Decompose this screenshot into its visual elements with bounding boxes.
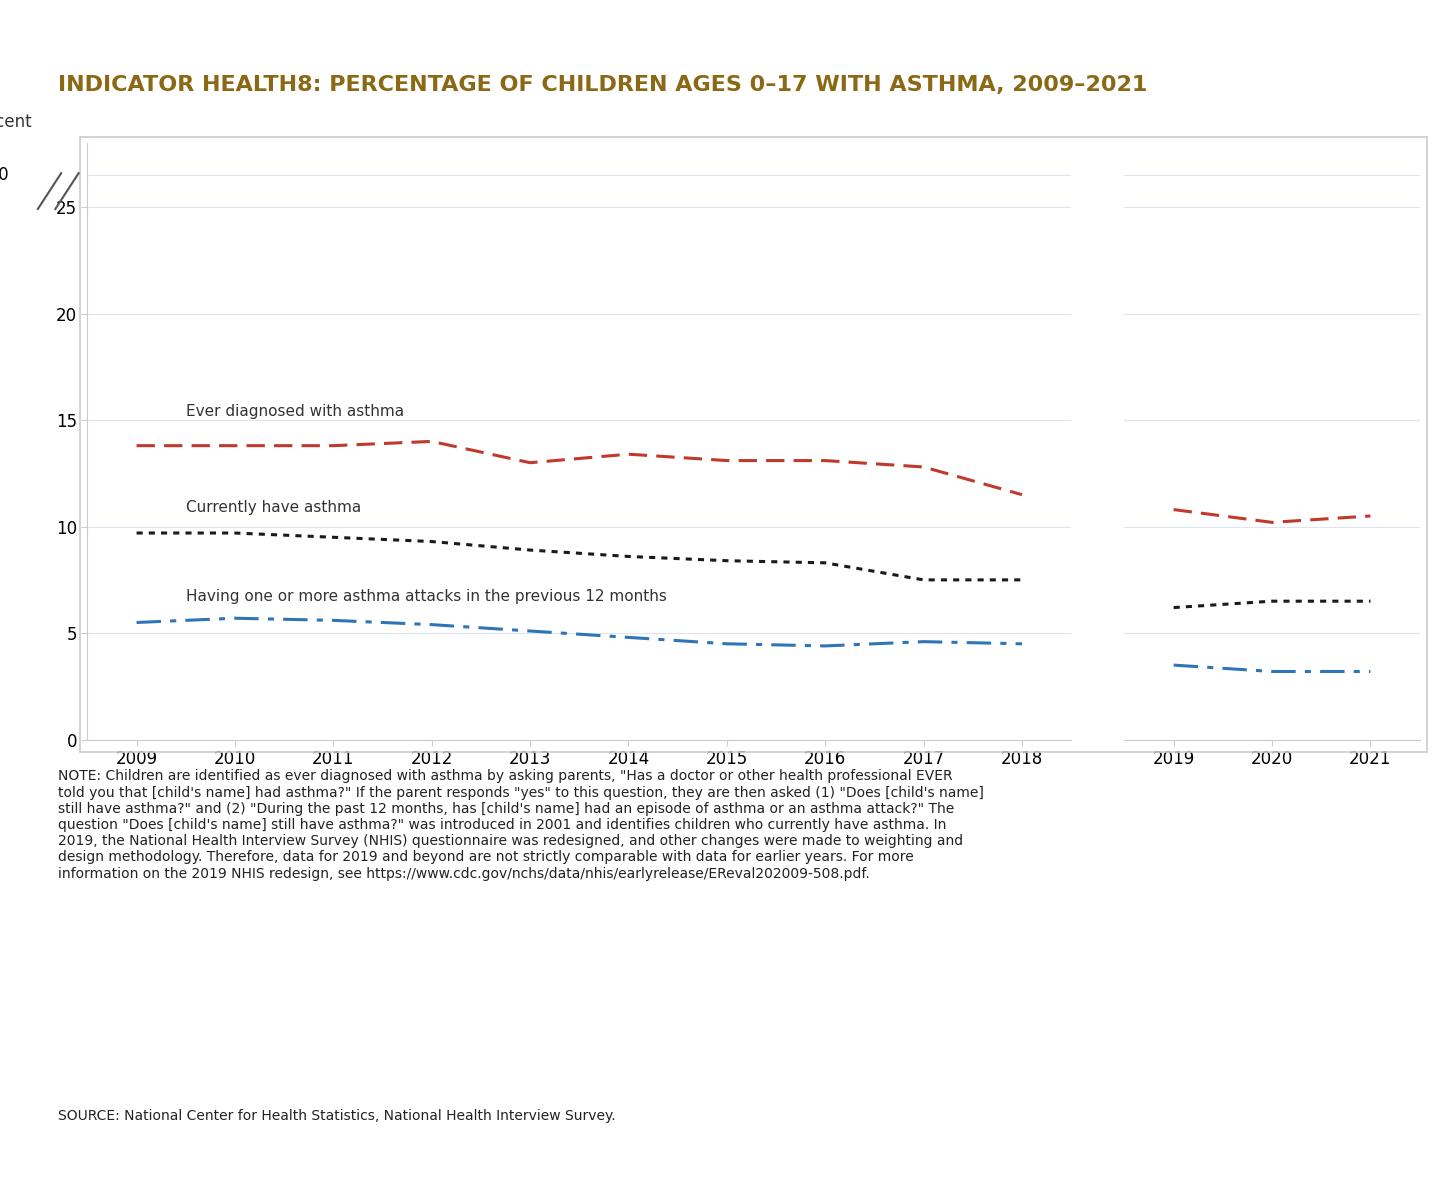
Text: Percent: Percent <box>0 113 32 131</box>
Text: Ever diagnosed with asthma: Ever diagnosed with asthma <box>186 404 403 419</box>
Text: Currently have asthma: Currently have asthma <box>186 500 361 514</box>
Text: Having one or more asthma attacks in the previous 12 months: Having one or more asthma attacks in the… <box>186 589 667 604</box>
Text: INDICATOR HEALTH8: PERCENTAGE OF CHILDREN AGES 0–17 WITH ASTHMA, 2009–2021: INDICATOR HEALTH8: PERCENTAGE OF CHILDRE… <box>58 75 1147 95</box>
Text: NOTE: Children are identified as ever diagnosed with asthma by asking parents, ": NOTE: Children are identified as ever di… <box>58 769 984 880</box>
Text: 100: 100 <box>0 166 9 184</box>
Text: SOURCE: National Center for Health Statistics, National Health Interview Survey.: SOURCE: National Center for Health Stati… <box>58 1109 616 1124</box>
